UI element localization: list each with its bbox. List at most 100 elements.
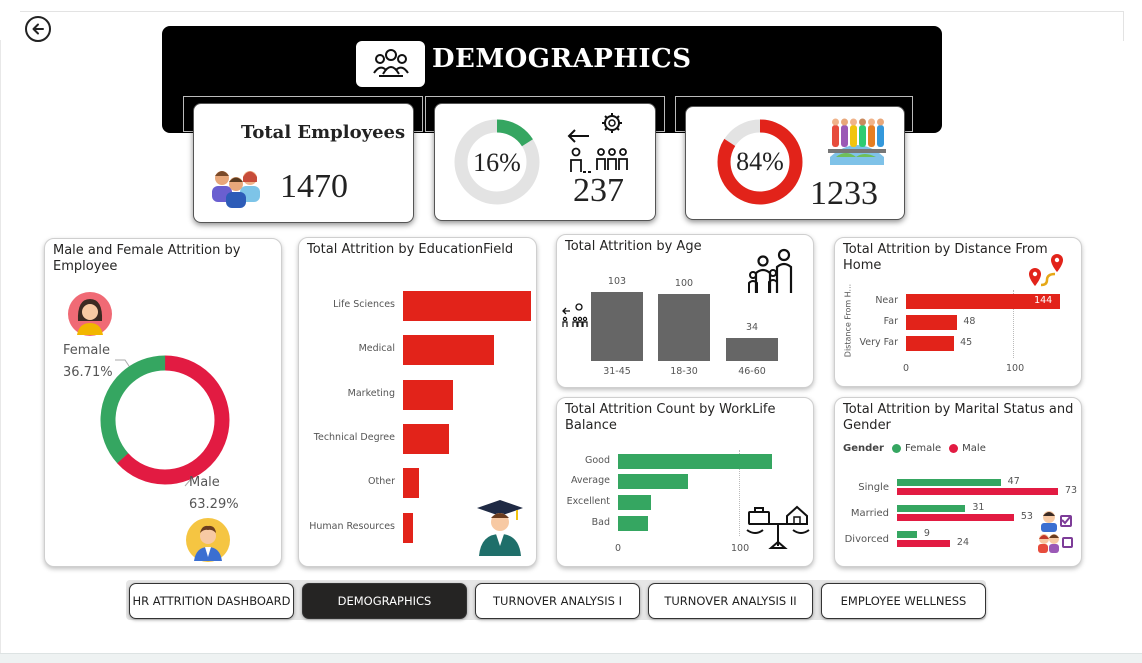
legend-title: Gender: [843, 443, 884, 454]
retained-count: 1233: [810, 175, 878, 212]
data-label: 24: [956, 537, 970, 548]
legend-female: Female: [904, 443, 942, 454]
tick-label: 100: [1006, 363, 1025, 374]
employee-leaving-icon: [561, 301, 589, 333]
frame-border: [0, 40, 1, 653]
tick-label: 46-60: [738, 366, 766, 377]
frame-border: [20, 11, 1124, 12]
education-bar: [403, 291, 531, 321]
category-label: Excellent: [566, 495, 610, 507]
nav-employee-wellness[interactable]: EMPLOYEE WELLNESS: [821, 583, 986, 619]
card-title: Total Attrition Count by WorkLife Balanc…: [565, 402, 776, 433]
marital-bar: [897, 479, 1001, 486]
legend-female-dot: [891, 444, 901, 453]
retained-percent: 84%: [736, 147, 784, 176]
attrition-donut: [454, 119, 540, 205]
distance-attrition-card: Total Attrition by Distance From Home Di…: [834, 237, 1082, 387]
data-label: 144: [1034, 294, 1053, 306]
data-label: 34: [745, 322, 759, 334]
education-bar: [403, 512, 414, 543]
category-label: Near: [875, 294, 898, 306]
people-group-icon: [356, 41, 425, 87]
category-label: Life Sciences: [333, 299, 395, 310]
worklife-bar: [618, 453, 772, 469]
card-title: Total Attrition by Distance From Home: [843, 242, 1048, 273]
back-arrow-icon[interactable]: [25, 16, 51, 42]
category-label: Bad: [591, 516, 610, 528]
gender-attrition-card: Male and Female Attrition by Employee Fe…: [44, 238, 282, 567]
marital-bar: [897, 488, 1058, 495]
distance-bar-chart: Near 144 Far 48 Very Far 45 0 100: [835, 238, 1083, 388]
data-label: 47: [1007, 476, 1020, 487]
total-employees-card: Total Employees 1470: [193, 103, 414, 223]
nav-turnover-analysis-1[interactable]: TURNOVER ANALYSIS I: [475, 583, 640, 619]
category-label: Medical: [358, 343, 395, 355]
attrition-count: 237: [573, 172, 624, 209]
category-label: Marketing: [347, 387, 395, 399]
page-title: DEMOGRAPHICS: [432, 44, 692, 74]
education-bar: [403, 335, 494, 366]
tick-label: 0: [615, 543, 622, 554]
couple-checklist-icon: [1035, 508, 1079, 558]
distance-bar: [906, 335, 955, 351]
worklife-bar-chart: Good Average Excellent Bad 0 100: [557, 398, 815, 568]
worklife-bar: [618, 474, 689, 490]
category-label: Divorced: [844, 534, 889, 545]
category-label: Technical Degree: [313, 431, 395, 443]
marital-attrition-card: Total Attrition by Marital Status and Ge…: [834, 397, 1082, 567]
female-percent: 36.71%: [63, 365, 113, 380]
distance-bar: [906, 314, 958, 330]
data-label: 73: [1065, 485, 1078, 496]
card-title: Total Attrition by Marital Status and Ge…: [843, 402, 1074, 433]
data-label: 9: [923, 528, 930, 539]
nav-turnover-analysis-2[interactable]: TURNOVER ANALYSIS II: [648, 583, 813, 619]
worklife-bar: [618, 494, 651, 510]
age-bar: [726, 338, 778, 361]
female-label: Female: [63, 343, 111, 358]
data-label: 31: [972, 502, 985, 513]
data-label: 103: [607, 276, 627, 287]
age-bar: [591, 292, 643, 361]
family-icon: [747, 247, 799, 301]
education-bar-chart: Life Sciences Medical Marketing Technical D…: [299, 238, 538, 568]
tick-label: 18-30: [670, 366, 698, 377]
male-label: Male: [189, 475, 220, 490]
distance-bar: [906, 293, 1061, 309]
female-slice: [100, 355, 230, 485]
data-label: 45: [960, 336, 973, 348]
category-label: Good: [584, 454, 610, 466]
attrition-kpi-card: 16% 237: [434, 103, 656, 221]
total-employees-value: 1470: [280, 168, 348, 205]
data-label: 48: [963, 315, 976, 327]
tick-label: 100: [731, 543, 750, 554]
worklife-attrition-card: Total Attrition Count by WorkLife Balanc…: [556, 397, 814, 567]
legend-male: Male: [962, 443, 986, 454]
marital-bar: [897, 505, 966, 512]
kpi-label: Total Employees: [241, 122, 406, 143]
category-label: Human Resources: [309, 520, 395, 532]
female-avatar-icon: [67, 291, 113, 341]
education-bar: [403, 468, 419, 499]
age-bar-chart: 103 31-45 100 18-30 34 46-60: [557, 235, 815, 389]
nav-hr-attrition-dashboard[interactable]: HR ATTRITION DASHBOARD: [129, 583, 294, 619]
category-label: Single: [858, 482, 889, 493]
gridline: [1013, 290, 1014, 358]
data-label: 100: [674, 278, 694, 289]
frame-border: [1123, 11, 1124, 41]
tick-label: 31-45: [603, 366, 631, 377]
nav-demographics[interactable]: DEMOGRAPHICS: [302, 583, 467, 619]
gridline: [739, 450, 740, 536]
education-bar: [403, 423, 450, 454]
legend: Gender Female Male: [843, 443, 986, 454]
education-attrition-card: Total Attrition by EducationField Life S…: [298, 237, 537, 567]
tick-label: 0: [903, 363, 910, 374]
marital-bar: [897, 540, 950, 547]
employee-leaving-icon: [565, 110, 635, 182]
category-label: Very Far: [859, 336, 898, 348]
marital-bar-chart: Single 47 73 Married 31 53 Divorced 9 24: [835, 398, 1083, 568]
category-label: Average: [570, 475, 610, 487]
work-home-balance-icon: [745, 504, 811, 558]
route-pin-icon: [1027, 252, 1067, 292]
worklife-bar: [618, 515, 649, 531]
